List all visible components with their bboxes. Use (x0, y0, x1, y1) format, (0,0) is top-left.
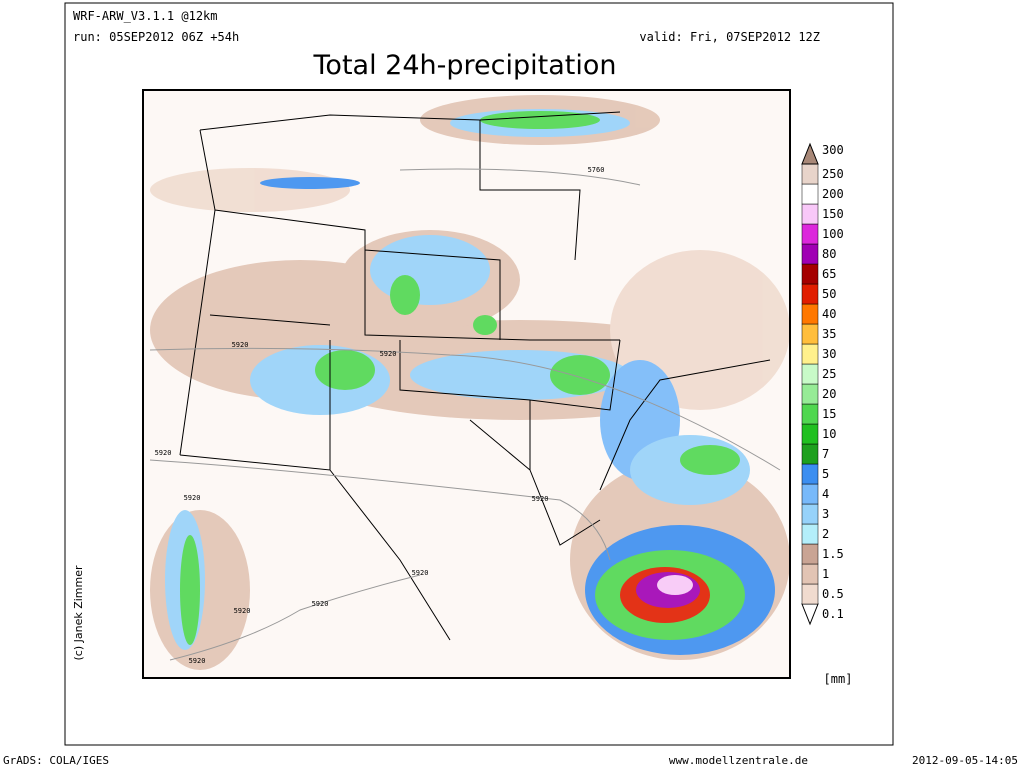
colorbar-box (801, 223, 819, 245)
colorbar-label: 100 (822, 227, 844, 241)
colorbar-box (801, 323, 819, 345)
contour-label: 5920 (232, 341, 249, 349)
colorbar-label: 0.5 (822, 587, 844, 601)
colorbar-label: 1.5 (822, 547, 844, 561)
colorbar-box (801, 403, 819, 425)
contours (149, 168, 781, 661)
colorbar-label: 30 (822, 347, 836, 361)
colorbar-label: 25 (822, 367, 836, 381)
colorbar-box (801, 163, 819, 185)
colorbar-box (801, 563, 819, 585)
contour-label: 5920 (412, 569, 429, 577)
colorbar-label: 10 (822, 427, 836, 441)
valid-text: valid: Fri, 07SEP2012 12Z (639, 30, 820, 44)
contour-label: 5920 (155, 449, 172, 457)
colorbar-box (801, 303, 819, 325)
map (142, 89, 791, 679)
colorbar-box (801, 543, 819, 565)
contour-label: 5920 (380, 350, 397, 358)
colorbar-label: 35 (822, 327, 836, 341)
footer-left: GrADS: COLA/IGES (3, 754, 109, 767)
boundaries (179, 111, 771, 641)
colorbar-label: 80 (822, 247, 836, 261)
colorbar-label: 3 (822, 507, 829, 521)
colorbar-box (801, 243, 819, 265)
colorbar-box (801, 343, 819, 365)
colorbar-label: 15 (822, 407, 836, 421)
colorbar-label: 300 (822, 143, 844, 157)
colorbar-label: 5 (822, 467, 829, 481)
contour-label: 5920 (189, 657, 206, 665)
colorbar-box (801, 523, 819, 545)
colorbar-label: 65 (822, 267, 836, 281)
colorbar-box (801, 203, 819, 225)
colorbar-box (801, 383, 819, 405)
colorbar-label: 2 (822, 527, 829, 541)
footer-right: 2012-09-05-14:05 (912, 754, 1018, 767)
model-text: WRF-ARW_V3.1.1 @12km (73, 9, 218, 23)
contour-label: 5760 (588, 166, 605, 174)
contour-label: 5920 (234, 607, 251, 615)
colorbar-box (801, 423, 819, 445)
colorbar-box (801, 583, 819, 605)
contour-label: 5920 (532, 495, 549, 503)
colorbar-box (801, 483, 819, 505)
colorbar-label: 250 (822, 167, 844, 181)
credit: (c) Janek Zimmer (72, 565, 85, 661)
colorbar-box (801, 183, 819, 205)
footer-center: www.modellzentrale.de (669, 754, 808, 767)
colorbar-box (801, 263, 819, 285)
colorbar-box (801, 363, 819, 385)
colorbar-box (801, 443, 819, 465)
colorbar-label: 0.1 (822, 607, 844, 621)
run-text: run: 05SEP2012 06Z +54h (73, 30, 239, 44)
colorbar-label: 40 (822, 307, 836, 321)
title: Total 24h-precipitation (313, 50, 617, 81)
colorbar-box (801, 283, 819, 305)
colorbar-triangle (801, 142, 819, 165)
contour-label: 5920 (184, 494, 201, 502)
precip-field (150, 95, 790, 670)
colorbar-label: 50 (822, 287, 836, 301)
map-border (142, 89, 791, 679)
colorbar-label: 150 (822, 207, 844, 221)
colorbar-box (801, 463, 819, 485)
colorbar-label: 200 (822, 187, 844, 201)
unit-label: [mm] (824, 672, 853, 686)
colorbar-label: 7 (822, 447, 829, 461)
colorbar-label: 1 (822, 567, 829, 581)
colorbar-label: 20 (822, 387, 836, 401)
colorbar-box (801, 503, 819, 525)
contour-label: 5920 (312, 600, 329, 608)
colorbar-label: 4 (822, 487, 829, 501)
